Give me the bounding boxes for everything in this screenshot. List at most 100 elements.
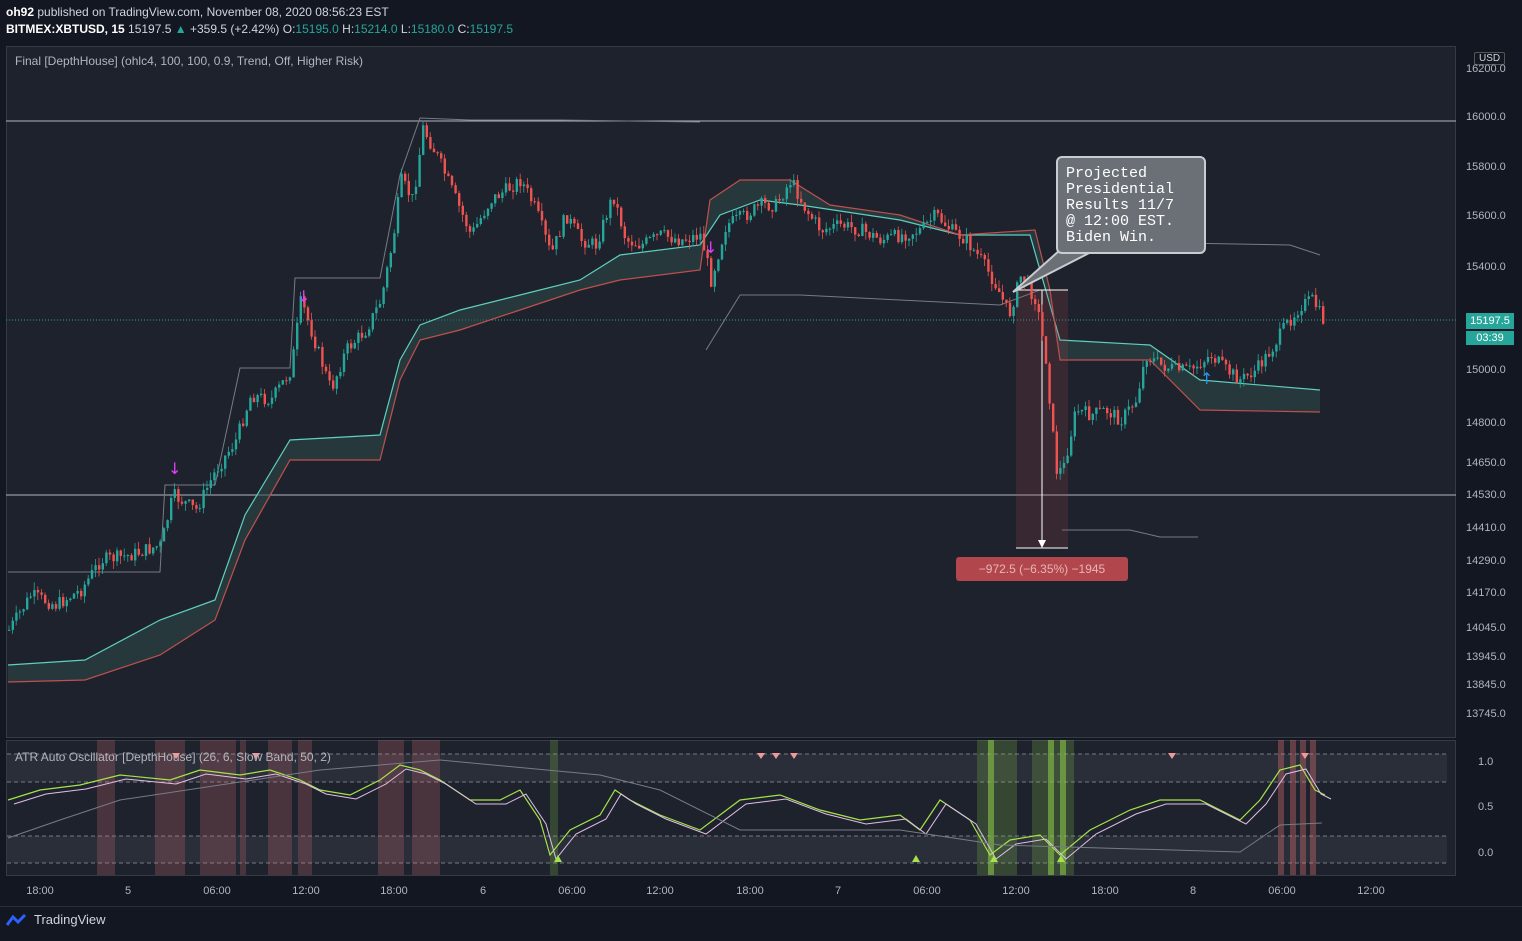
callout-pointer <box>1012 249 1096 293</box>
candle-body <box>108 552 112 555</box>
candle-body <box>1044 336 1048 364</box>
candle-body <box>440 153 443 159</box>
candle-body <box>184 501 187 504</box>
candle-body <box>33 589 36 597</box>
candle-body <box>1066 455 1069 463</box>
candle-body <box>11 620 14 630</box>
tradingview-brand[interactable]: TradingView <box>6 912 106 927</box>
candle-body <box>299 296 302 323</box>
time-axis-label: 8 <box>1189 885 1197 897</box>
time-axis-label: 06:00 <box>1268 885 1296 897</box>
candle-body <box>1073 411 1076 437</box>
candle-body <box>324 366 328 372</box>
candle-body <box>368 329 371 336</box>
candle-body <box>954 224 958 230</box>
candle-body <box>1012 306 1015 317</box>
currency-label[interactable]: USD <box>1474 52 1506 65</box>
candle-body <box>65 600 68 607</box>
candle-body <box>396 197 400 234</box>
candle-body <box>850 222 853 228</box>
candle-body <box>771 210 774 212</box>
author[interactable]: oh92 <box>6 5 35 19</box>
candle-body <box>735 214 738 217</box>
candle-body <box>512 190 515 192</box>
candle-body <box>1005 299 1008 303</box>
candle-body <box>587 244 590 248</box>
oscillator-indicator-title[interactable]: ATR Auto Oscillator [DepthHouse] (26, 6,… <box>15 750 331 764</box>
measure-label[interactable]: −972.5 (−6.35%) −1945 <box>956 557 1128 581</box>
candle-body <box>886 234 889 240</box>
candle-body <box>695 234 698 240</box>
candle-body <box>800 198 803 203</box>
high-value: 15214.0 <box>354 22 398 36</box>
sell-arrow-icon: ↓ <box>297 287 310 306</box>
candle-body <box>594 238 598 249</box>
candle-body <box>335 376 338 389</box>
upper-band-line <box>7 199 1321 666</box>
price-axis[interactable] <box>1456 46 1522 876</box>
candle-body <box>674 238 677 243</box>
candle-body <box>407 180 410 196</box>
candle-body <box>522 184 526 187</box>
candle-body <box>389 252 392 268</box>
candle-body <box>893 229 896 235</box>
candle-body <box>908 238 911 241</box>
candle-body <box>609 199 612 218</box>
candle-body <box>476 223 479 228</box>
candle-body <box>1109 413 1112 418</box>
candle-body <box>1286 319 1289 323</box>
price-axis-label: 15000.0 <box>1466 364 1506 376</box>
envelope-line <box>1179 242 1321 256</box>
candle-body <box>98 565 101 570</box>
candle-body <box>278 384 281 388</box>
time-axis[interactable] <box>6 876 1456 906</box>
osc-upper-zone <box>7 754 1447 782</box>
candle-body <box>990 271 994 285</box>
candle-body <box>922 222 925 229</box>
candle-body <box>713 270 716 287</box>
candle-body <box>652 234 655 237</box>
candle-body <box>126 555 130 557</box>
candle-body <box>123 555 126 557</box>
candle-body <box>468 226 472 232</box>
time-axis-label: 12:00 <box>1002 885 1030 897</box>
candle-body <box>774 198 778 212</box>
osc-down-marker-icon <box>172 753 180 759</box>
candle-body <box>746 210 749 220</box>
candle-body <box>497 194 500 199</box>
candle-body <box>756 204 760 206</box>
candle-body <box>69 598 72 601</box>
osc-down-marker-icon <box>1301 753 1309 759</box>
candle-body <box>1034 299 1037 305</box>
candle-body <box>152 547 155 554</box>
osc-up-marker-icon <box>1057 855 1065 862</box>
envelope-line <box>1062 529 1198 538</box>
time-axis-label: 12:00 <box>292 885 320 897</box>
candle-body <box>1088 406 1091 421</box>
candle-body <box>274 387 277 398</box>
candle-body <box>998 288 1001 293</box>
price-axis-label: 14045.0 <box>1466 622 1506 634</box>
candle-body <box>144 544 148 556</box>
candle-body <box>177 489 180 502</box>
candle-body <box>141 554 144 556</box>
candle-body <box>936 209 940 214</box>
candle-body <box>170 497 173 521</box>
candle-body <box>94 565 97 571</box>
time-axis-label: 06:00 <box>913 885 941 897</box>
election-callout[interactable]: Projected Presidential Results 11/7 @ 12… <box>1056 156 1206 254</box>
candle-body <box>231 449 234 452</box>
main-indicator-title[interactable]: Final [DepthHouse] (ohlc4, 100, 100, 0.9… <box>15 54 363 68</box>
candle-body <box>864 223 868 232</box>
candle-body <box>1250 375 1253 378</box>
envelope-line <box>8 117 701 573</box>
osc-overbought-zone <box>378 740 404 875</box>
osc-lower-zone <box>7 836 1447 863</box>
symbol-name[interactable]: BITMEX:XBTUSD, 15 <box>6 22 125 36</box>
candle-body <box>22 609 25 612</box>
footer <box>0 906 1522 941</box>
candle-body <box>40 592 43 595</box>
candle-body <box>681 239 684 246</box>
candle-body <box>1084 406 1087 411</box>
